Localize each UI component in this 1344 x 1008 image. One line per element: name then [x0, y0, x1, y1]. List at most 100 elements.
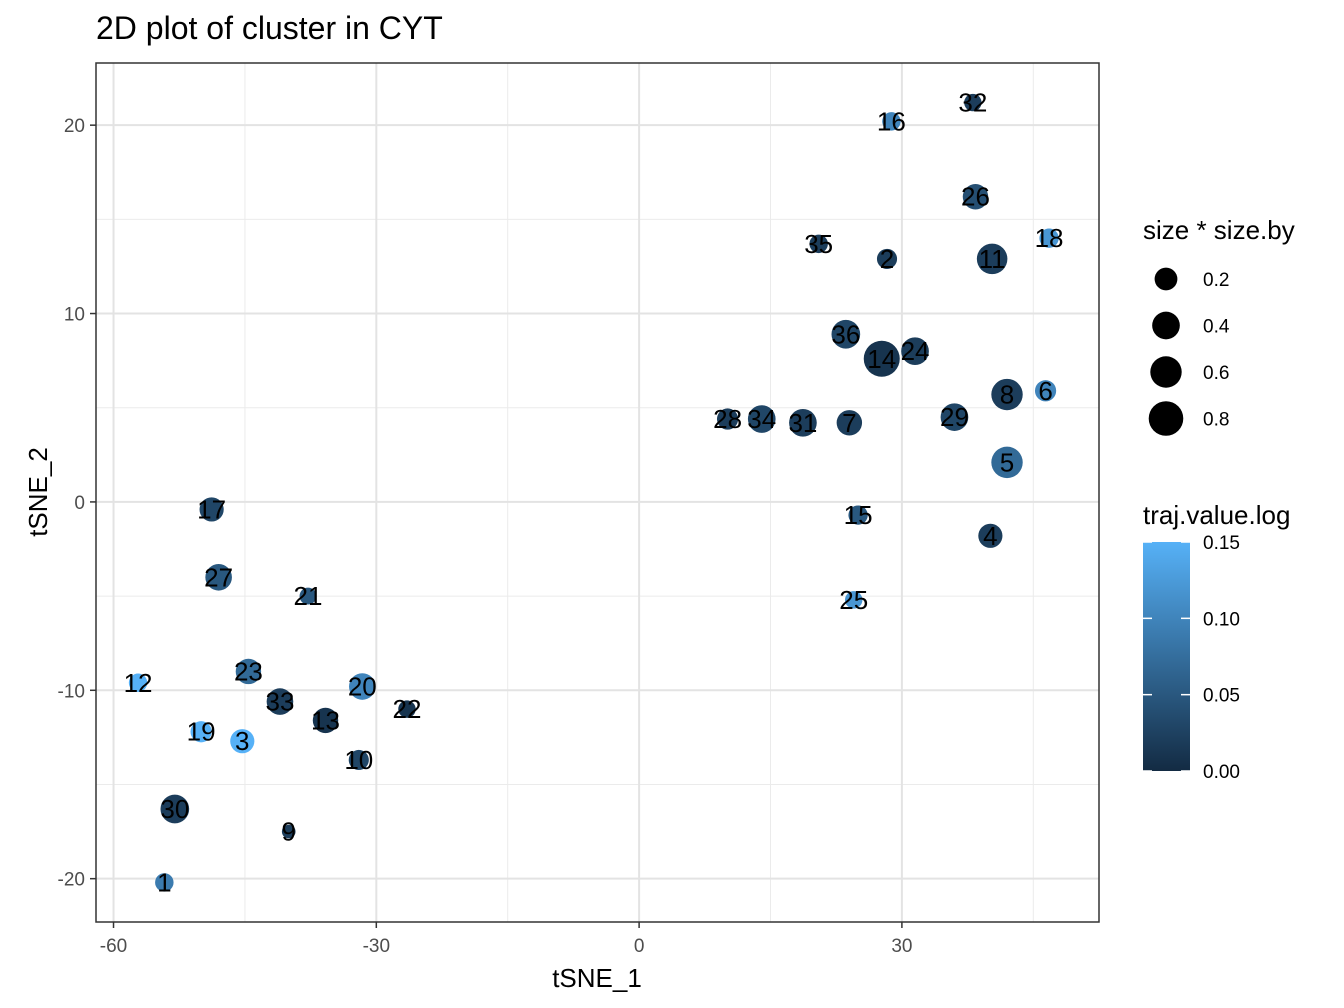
- point-label-33: 33: [265, 687, 294, 717]
- point-label-6: 6: [1038, 376, 1052, 406]
- data-point-15: [848, 505, 868, 525]
- point-label-2: 2: [880, 244, 894, 274]
- point-label-1: 1: [157, 867, 171, 897]
- data-point-17: [199, 497, 224, 522]
- data-point-24: [901, 337, 929, 366]
- data-point-18: [1039, 228, 1059, 248]
- chart-title: 2D plot of cluster in CYT: [96, 10, 443, 46]
- plot-border: [95, 62, 1100, 923]
- data-point-34: [747, 405, 776, 433]
- data-point-2: [876, 248, 898, 269]
- point-label-16: 16: [877, 106, 906, 136]
- data-point-13: [312, 707, 339, 734]
- size-legend-key: [1150, 356, 1182, 388]
- size-legend-title: size * size.by: [1143, 215, 1295, 245]
- data-point-20: [349, 673, 376, 700]
- plot-panel: [96, 63, 1099, 922]
- point-label-22: 22: [393, 694, 422, 724]
- size-legend: size * size.by 0.2 0.4 0.6 0.8: [1143, 215, 1295, 436]
- grid-lines: [96, 63, 1099, 922]
- points-layer: [128, 93, 1059, 892]
- data-point-31: [789, 408, 817, 437]
- point-label-18: 18: [1035, 223, 1064, 253]
- y-tick-label: 10: [64, 305, 85, 326]
- point-label-31: 31: [788, 408, 817, 438]
- point-labels-layer: 1234567891011121314151617181920212223242…: [124, 88, 1064, 898]
- data-point-25: [844, 591, 863, 609]
- colorbar: [1143, 542, 1190, 771]
- point-label-23: 23: [234, 656, 263, 686]
- data-point-8: [991, 378, 1023, 411]
- axes: -60 -30 0 30 -20 -10 0 10 20: [58, 116, 913, 957]
- data-point-10: [348, 749, 369, 771]
- data-point-3: [230, 729, 255, 754]
- point-label-3: 3: [235, 726, 249, 756]
- data-point-23: [235, 658, 262, 685]
- data-point-19: [190, 721, 212, 743]
- data-point-16: [882, 112, 901, 131]
- size-legend-label: 0.2: [1203, 270, 1229, 291]
- point-label-8: 8: [1000, 380, 1014, 410]
- y-tick-label: -20: [58, 870, 85, 891]
- data-point-36: [831, 319, 861, 349]
- point-label-15: 15: [844, 500, 873, 530]
- point-label-7: 7: [842, 408, 856, 438]
- point-label-10: 10: [344, 745, 373, 775]
- y-tick-label: -10: [58, 681, 85, 702]
- point-label-26: 26: [961, 182, 990, 212]
- color-legend: traj.value.log 0.00 0.05 0.10 0.15: [1143, 500, 1290, 783]
- data-point-7: [836, 410, 863, 436]
- data-point-4: [978, 523, 1003, 548]
- point-label-14: 14: [867, 344, 896, 374]
- point-label-30: 30: [160, 794, 189, 824]
- point-label-36: 36: [831, 319, 860, 349]
- colorbar-label: 0.10: [1203, 609, 1240, 630]
- data-point-27: [205, 563, 232, 591]
- point-label-28: 28: [713, 404, 742, 434]
- size-legend-key: [1154, 267, 1178, 291]
- data-point-32: [964, 93, 982, 112]
- data-point-21: [299, 587, 317, 605]
- point-label-12: 12: [124, 668, 153, 698]
- point-label-5: 5: [1000, 447, 1014, 477]
- point-label-35: 35: [804, 229, 833, 259]
- point-label-11: 11: [979, 244, 1006, 274]
- point-label-25: 25: [839, 585, 868, 615]
- point-label-29: 29: [940, 402, 969, 432]
- data-point-9: [281, 824, 296, 839]
- point-label-19: 19: [187, 717, 216, 747]
- colorbar-label: 0.15: [1203, 533, 1240, 554]
- data-point-1: [155, 873, 174, 892]
- data-point-11: [976, 243, 1008, 275]
- size-legend-label: 0.4: [1203, 317, 1230, 338]
- point-label-17: 17: [197, 494, 226, 524]
- data-point-29: [940, 403, 969, 431]
- colorbar-label: 0.05: [1203, 686, 1240, 707]
- x-tick-label: 30: [891, 936, 912, 957]
- point-label-32: 32: [958, 88, 987, 118]
- y-tick-label: 0: [74, 493, 85, 514]
- data-point-12: [128, 673, 148, 692]
- colorbar-label: 0.00: [1203, 762, 1240, 783]
- data-point-28: [716, 408, 739, 430]
- y-axis-title: tSNE_2: [23, 447, 53, 537]
- x-tick-label: -60: [100, 936, 127, 957]
- point-label-34: 34: [747, 404, 776, 434]
- x-tick-label: -30: [363, 936, 390, 957]
- point-label-27: 27: [204, 562, 233, 592]
- size-legend-key: [1152, 311, 1180, 340]
- data-point-5: [991, 446, 1023, 479]
- data-point-26: [962, 184, 989, 210]
- data-point-33: [266, 688, 294, 715]
- point-label-20: 20: [348, 672, 377, 702]
- data-point-22: [398, 700, 416, 718]
- data-point-30: [160, 794, 190, 824]
- data-point-6: [1034, 380, 1057, 402]
- color-legend-title: traj.value.log: [1143, 500, 1290, 530]
- point-label-9: 9: [281, 817, 295, 847]
- point-label-24: 24: [901, 336, 930, 366]
- y-tick-label: 20: [64, 116, 85, 137]
- size-legend-key: [1148, 401, 1184, 436]
- x-tick-label: 0: [634, 936, 645, 957]
